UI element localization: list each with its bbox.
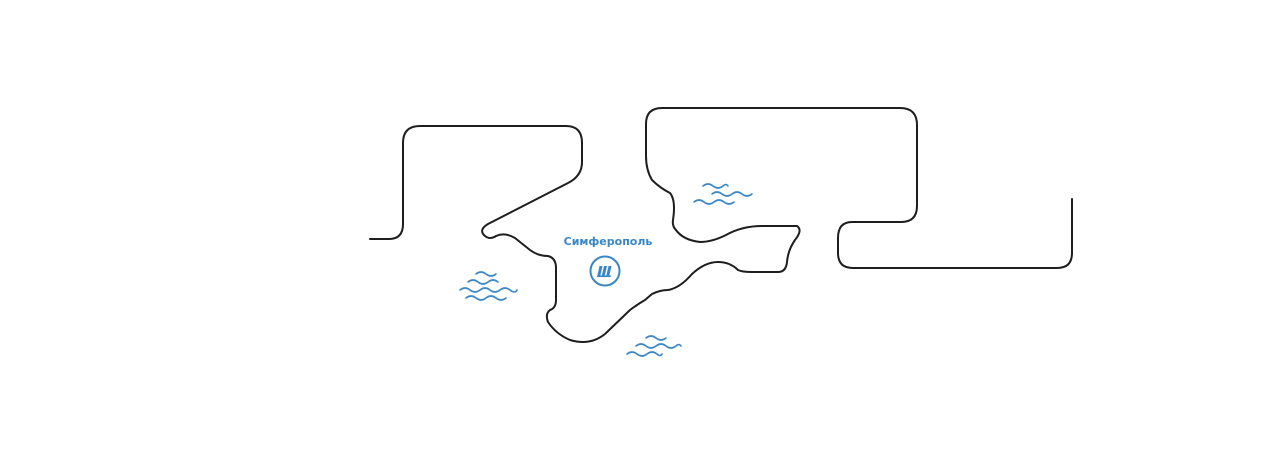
wave-icon bbox=[459, 287, 518, 293]
route-outline bbox=[369, 107, 1073, 343]
wave-icon bbox=[635, 343, 682, 349]
wave-icon bbox=[475, 271, 497, 277]
water-waves-bottom bbox=[626, 335, 682, 357]
wave-icon bbox=[711, 191, 753, 197]
city-label: Симферополь bbox=[564, 235, 653, 248]
transport-logo-icon bbox=[597, 266, 612, 277]
city-marker[interactable] bbox=[589, 255, 621, 287]
water-waves-left bbox=[459, 271, 518, 301]
wave-icon bbox=[693, 199, 735, 205]
water-waves-top bbox=[693, 183, 753, 205]
wave-icon bbox=[626, 351, 663, 357]
wave-icon bbox=[702, 183, 729, 189]
wave-icon bbox=[645, 335, 667, 341]
wave-icon bbox=[465, 295, 507, 301]
wave-icon bbox=[467, 279, 499, 285]
